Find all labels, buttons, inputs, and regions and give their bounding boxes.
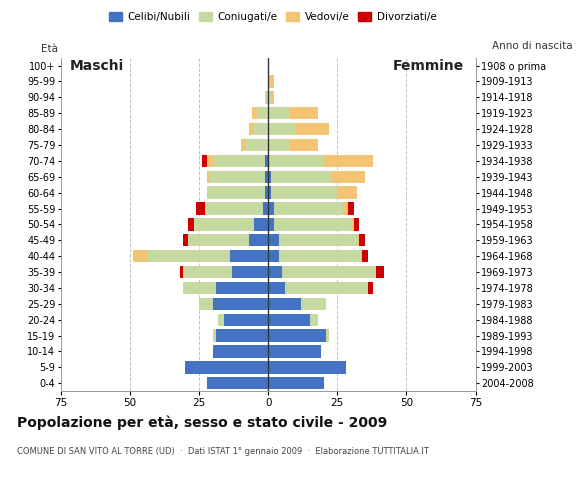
Bar bbox=[343, 202, 349, 215]
Bar bbox=[280, 234, 357, 247]
Bar bbox=[199, 298, 213, 310]
Bar bbox=[205, 202, 263, 215]
Bar bbox=[208, 170, 210, 183]
Bar bbox=[332, 170, 365, 183]
Bar bbox=[268, 345, 321, 358]
Bar bbox=[351, 218, 354, 230]
Bar bbox=[233, 266, 268, 278]
Bar bbox=[268, 139, 291, 151]
Bar bbox=[246, 139, 268, 151]
Bar bbox=[349, 202, 354, 215]
Bar bbox=[268, 298, 302, 310]
Bar bbox=[216, 329, 268, 342]
Bar bbox=[302, 298, 327, 310]
Text: COMUNE DI SAN VITO AL TORRE (UD)  ·  Dati ISTAT 1° gennaio 2009  ·  Elaborazione: COMUNE DI SAN VITO AL TORRE (UD) · Dati … bbox=[17, 447, 429, 456]
Bar bbox=[271, 91, 274, 104]
Bar bbox=[268, 329, 327, 342]
Bar bbox=[219, 313, 224, 326]
Text: Età: Età bbox=[41, 45, 58, 54]
Bar bbox=[310, 313, 318, 326]
Bar bbox=[268, 91, 271, 104]
Bar bbox=[188, 218, 194, 230]
Bar bbox=[252, 107, 257, 120]
Bar bbox=[263, 202, 268, 215]
Bar bbox=[268, 282, 285, 294]
Bar bbox=[268, 107, 291, 120]
Bar bbox=[282, 266, 376, 278]
Bar bbox=[255, 218, 268, 230]
Bar bbox=[197, 202, 205, 215]
Bar bbox=[338, 186, 357, 199]
Bar bbox=[357, 234, 360, 247]
Bar bbox=[210, 170, 266, 183]
Bar bbox=[327, 329, 329, 342]
Bar bbox=[194, 218, 255, 230]
Bar bbox=[296, 123, 329, 135]
Bar bbox=[291, 107, 318, 120]
Bar bbox=[268, 202, 274, 215]
Bar bbox=[268, 377, 324, 389]
Bar bbox=[188, 234, 249, 247]
Bar bbox=[213, 345, 268, 358]
Bar bbox=[268, 186, 271, 199]
Text: Maschi: Maschi bbox=[70, 59, 124, 72]
Bar bbox=[268, 218, 274, 230]
Bar bbox=[255, 123, 268, 135]
Bar bbox=[266, 155, 268, 167]
Bar bbox=[268, 250, 280, 263]
Bar bbox=[268, 234, 280, 247]
Bar bbox=[180, 266, 183, 278]
Bar bbox=[354, 218, 360, 230]
Bar bbox=[230, 250, 268, 263]
Bar bbox=[213, 298, 268, 310]
Bar bbox=[376, 266, 385, 278]
Bar bbox=[271, 186, 338, 199]
Bar bbox=[183, 266, 233, 278]
Bar bbox=[147, 250, 230, 263]
Bar bbox=[257, 107, 268, 120]
Bar bbox=[274, 218, 351, 230]
Bar bbox=[324, 155, 374, 167]
Bar bbox=[224, 313, 268, 326]
Bar bbox=[268, 155, 324, 167]
Bar bbox=[266, 186, 268, 199]
Bar bbox=[213, 155, 266, 167]
Bar bbox=[274, 202, 343, 215]
Text: Anno di nascita: Anno di nascita bbox=[492, 41, 572, 51]
Bar bbox=[268, 123, 296, 135]
Bar bbox=[202, 155, 208, 167]
Bar bbox=[368, 282, 374, 294]
Bar bbox=[271, 170, 332, 183]
Legend: Celibi/Nubili, Coniugati/e, Vedovi/e, Divorziati/e: Celibi/Nubili, Coniugati/e, Vedovi/e, Di… bbox=[105, 8, 440, 26]
Bar bbox=[285, 282, 368, 294]
Bar bbox=[208, 377, 268, 389]
Bar bbox=[133, 250, 147, 263]
Bar bbox=[268, 170, 271, 183]
Bar bbox=[183, 234, 188, 247]
Bar bbox=[208, 155, 213, 167]
Bar bbox=[291, 139, 318, 151]
Bar bbox=[266, 91, 268, 104]
Bar bbox=[216, 282, 268, 294]
Bar bbox=[362, 250, 368, 263]
Bar bbox=[186, 361, 268, 373]
Bar bbox=[268, 266, 282, 278]
Bar bbox=[360, 234, 365, 247]
Bar bbox=[183, 282, 216, 294]
Bar bbox=[213, 329, 216, 342]
Bar bbox=[268, 361, 346, 373]
Bar bbox=[249, 123, 255, 135]
Text: Femmine: Femmine bbox=[393, 59, 464, 72]
Bar bbox=[249, 234, 268, 247]
Bar bbox=[268, 313, 310, 326]
Bar bbox=[280, 250, 362, 263]
Bar bbox=[241, 139, 246, 151]
Bar bbox=[208, 186, 266, 199]
Text: Popolazione per età, sesso e stato civile - 2009: Popolazione per età, sesso e stato civil… bbox=[17, 415, 387, 430]
Bar bbox=[266, 170, 268, 183]
Bar bbox=[268, 75, 274, 88]
